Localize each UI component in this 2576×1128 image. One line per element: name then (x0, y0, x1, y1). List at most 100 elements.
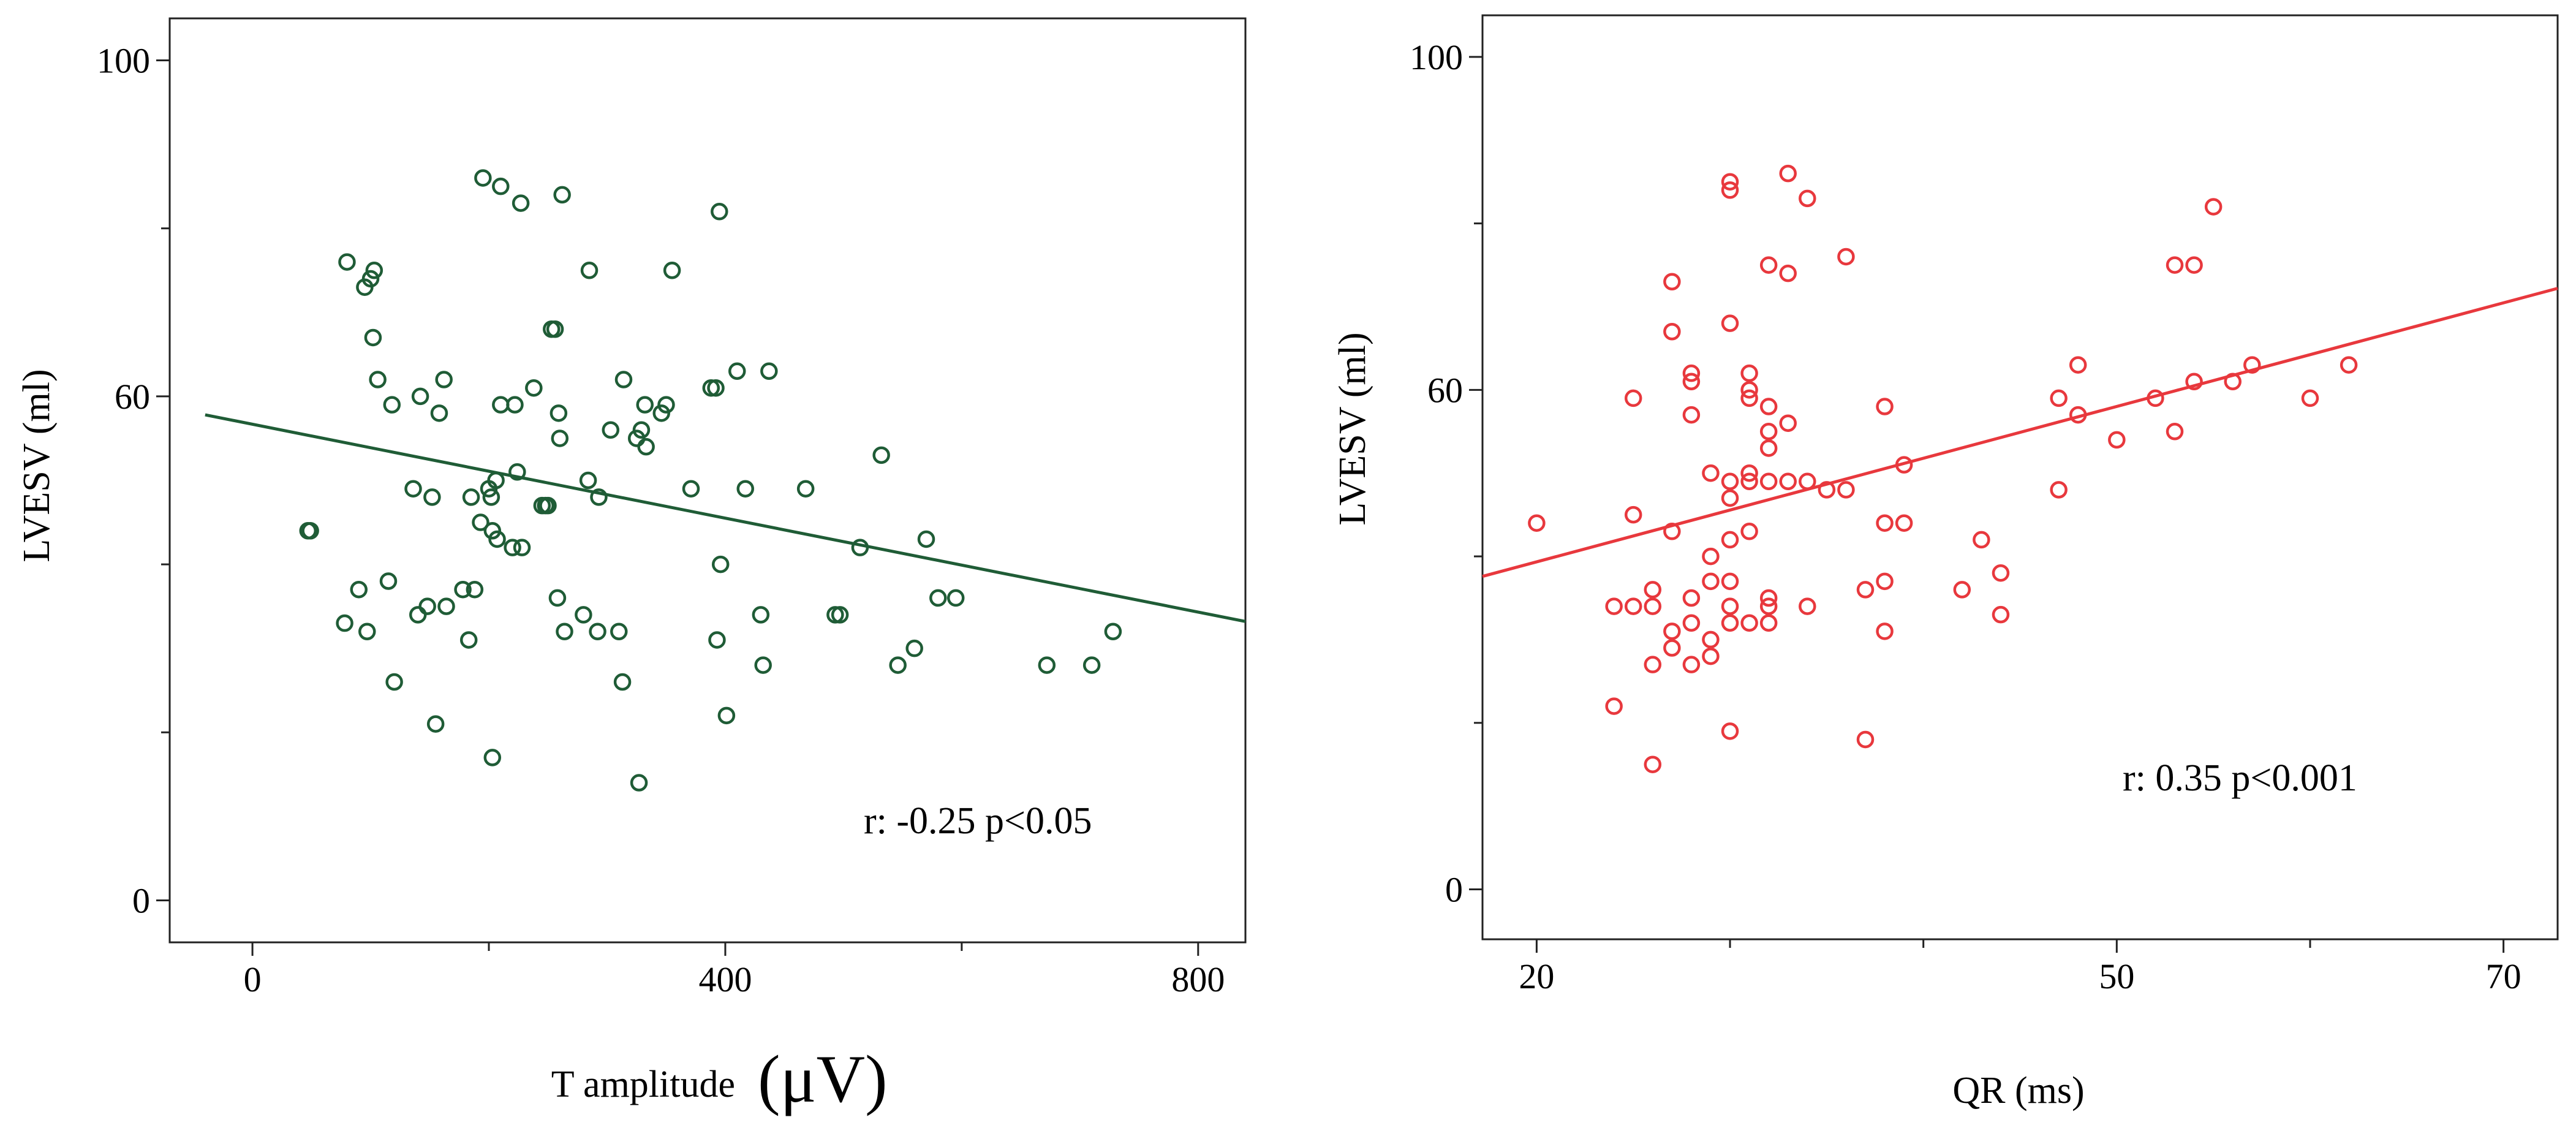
left-data-point (483, 522, 502, 540)
left-points-group (205, 169, 1246, 792)
right-data-point (1702, 572, 1720, 591)
right-data-point (1644, 581, 1662, 599)
right-data-point (1644, 755, 1662, 773)
right-data-point (1605, 597, 1623, 615)
left-data-point (736, 480, 754, 498)
right-data-point (1856, 581, 1875, 599)
right-data-point (2108, 431, 2126, 449)
left-data-point (361, 270, 380, 288)
right-data-point (1721, 314, 1739, 332)
right-data-point (1663, 639, 1681, 657)
right-data-point (1663, 623, 1681, 640)
left-data-point (385, 673, 403, 691)
left-data-point (539, 496, 557, 515)
right-data-point (1644, 597, 1662, 615)
right-data-point (1779, 414, 1797, 432)
right-data-point (1837, 481, 1855, 499)
left-data-point (462, 488, 480, 506)
left-data-point (369, 371, 387, 388)
right-y-axis-label: LVESV (ml) (1332, 332, 1373, 525)
right-data-point (1702, 547, 1720, 566)
right-data-point (1818, 481, 1836, 499)
left-data-point (796, 480, 815, 498)
left-data-point (1104, 623, 1122, 641)
right-y-tick-label: 60 (1427, 370, 1463, 410)
left-x-axis-unit: (μV) (758, 1042, 888, 1116)
left-data-point (630, 774, 648, 792)
left-data-point (614, 371, 633, 388)
right-x-tick-label: 20 (1519, 956, 1554, 996)
left-data-point (663, 262, 681, 279)
left-data-point (430, 404, 448, 422)
right-data-point (1682, 589, 1701, 607)
left-data-point (426, 715, 445, 733)
right-regression-line (1482, 287, 2558, 578)
left-data-point (613, 673, 632, 691)
right-data-point (1721, 722, 1739, 740)
right-data-point (1721, 597, 1739, 615)
left-data-point (488, 530, 506, 548)
left-data-point (504, 539, 521, 556)
left-data-point (752, 606, 770, 624)
right-data-point (1721, 489, 1739, 507)
right-data-point (1721, 614, 1739, 632)
right-data-point (2050, 389, 2068, 407)
left-data-point (418, 597, 436, 615)
right-data-point (1721, 572, 1739, 591)
right-data-point (1876, 398, 1894, 415)
left-data-point (404, 480, 422, 498)
right-data-point (1740, 464, 1758, 482)
left-data-point (301, 522, 319, 540)
left-data-point (338, 253, 356, 271)
left-data-point (632, 421, 651, 439)
left-data-point (482, 488, 500, 506)
right-data-point (1799, 189, 1816, 208)
left-data-point (728, 362, 746, 380)
right-plot-frame (1481, 14, 2559, 941)
right-data-point (1663, 523, 1681, 540)
left-data-point (657, 396, 675, 414)
left-data-point (905, 639, 923, 657)
right-data-point (1740, 472, 1758, 491)
left-y-tick-label: 60 (115, 377, 150, 417)
right-data-point (1779, 164, 1797, 183)
right-data-point (1759, 614, 1778, 632)
right-data-point (1702, 647, 1720, 665)
right-data-point (1876, 514, 1894, 532)
right-x-tick-label: 50 (2099, 956, 2134, 996)
right-data-point (1799, 472, 1816, 491)
right-data-point (2166, 256, 2184, 274)
right-data-point (1759, 589, 1778, 607)
left-data-point (459, 631, 478, 649)
right-data-point (1624, 597, 1642, 615)
left-data-point (466, 580, 484, 599)
right-data-point (1759, 597, 1778, 615)
left-data-point (610, 623, 628, 641)
left-data-point (682, 480, 700, 498)
left-data-point (929, 589, 947, 607)
left-data-point (1038, 656, 1056, 674)
right-data-point (2185, 373, 2203, 391)
right-data-point (1740, 389, 1758, 407)
left-data-point (525, 379, 543, 397)
left-data-point (760, 362, 778, 380)
left-data-point (917, 530, 935, 548)
right-data-point (2224, 373, 2242, 391)
right-data-point (1528, 514, 1546, 532)
left-data-point (454, 580, 472, 599)
left-data-point (872, 446, 890, 464)
right-data-point (1702, 630, 1720, 649)
left-data-point (556, 623, 573, 641)
right-data-point (1740, 364, 1758, 382)
right-data-point (1876, 572, 1894, 591)
right-data-point (1856, 730, 1875, 749)
left-data-point (435, 371, 453, 388)
right-data-point (1682, 364, 1701, 382)
right-data-point (1895, 514, 1913, 532)
right-data-point (2185, 256, 2203, 274)
left-data-point (851, 539, 869, 556)
left-data-point (492, 177, 510, 195)
left-data-point (411, 387, 429, 406)
right-data-point (1759, 472, 1778, 491)
left-data-point (336, 614, 353, 632)
